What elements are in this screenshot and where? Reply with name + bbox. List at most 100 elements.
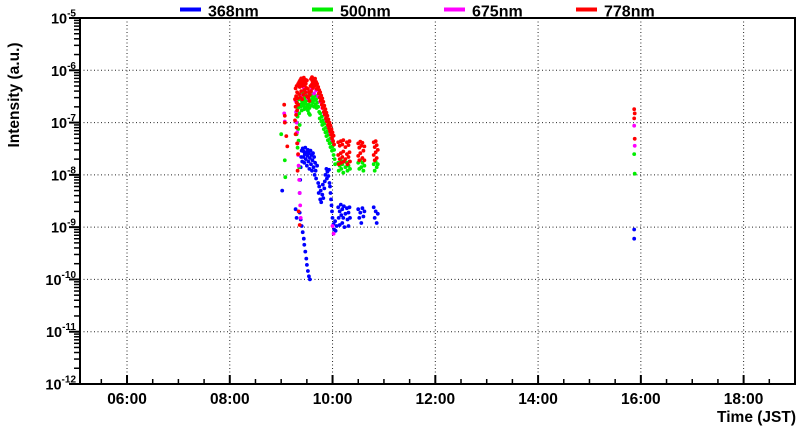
data-point	[327, 167, 331, 172]
data-point	[348, 159, 352, 164]
data-point	[322, 186, 327, 191]
data-point	[327, 181, 332, 185]
data-point	[314, 176, 318, 181]
data-point	[305, 163, 309, 168]
data-point	[632, 236, 637, 241]
data-point	[323, 107, 328, 112]
data-point	[333, 219, 337, 224]
data-point	[333, 228, 338, 233]
data-point	[328, 184, 332, 189]
data-point	[632, 116, 637, 121]
data-point	[331, 139, 335, 144]
data-point	[339, 167, 344, 171]
data-point	[346, 155, 351, 159]
data-point	[313, 76, 317, 81]
data-point	[321, 118, 326, 123]
legend-marker-675nm	[444, 7, 465, 12]
data-point	[337, 223, 342, 227]
data-point	[295, 145, 300, 150]
data-point	[283, 175, 288, 180]
legend-label-778nm: 778nm	[604, 4, 655, 21]
data-point	[330, 130, 335, 135]
data-point	[632, 123, 637, 128]
data-point	[298, 216, 303, 220]
data-point	[294, 113, 298, 117]
x-tick-labels: 06:00 08:00 10:00 12:00 14:00 16:00 18:00	[107, 391, 763, 408]
data-point	[322, 103, 327, 108]
data-point	[337, 209, 342, 214]
legend-label-675nm: 675nm	[472, 4, 523, 21]
data-point	[356, 207, 361, 212]
data-point	[308, 156, 312, 160]
data-point	[342, 225, 347, 230]
data-point	[293, 118, 297, 123]
data-point	[308, 113, 312, 117]
data-point	[347, 205, 352, 210]
data-point	[329, 127, 334, 131]
data-point	[297, 111, 302, 116]
data-point	[305, 78, 309, 83]
data-point	[358, 151, 363, 156]
legend: 368nm 500nm 675nm 778nm	[180, 4, 655, 21]
data-point	[297, 223, 302, 227]
data-point	[375, 148, 380, 152]
data-point	[375, 211, 380, 216]
y-tick-label: 10-8	[51, 165, 76, 184]
data-point	[297, 123, 302, 127]
data-point	[334, 224, 339, 228]
data-point	[332, 142, 336, 147]
data-point	[282, 113, 287, 118]
data-point	[330, 209, 334, 214]
data-point	[372, 168, 377, 173]
data-point	[296, 102, 300, 107]
data-point	[296, 152, 300, 157]
data-point	[340, 221, 345, 225]
y-tick-label: 10-7	[51, 113, 76, 132]
data-point	[282, 102, 287, 107]
data-point	[304, 256, 309, 261]
series-368nm-points	[280, 145, 637, 282]
data-point	[632, 107, 637, 112]
data-point	[338, 202, 343, 207]
data-point	[329, 197, 333, 202]
data-point	[297, 92, 302, 96]
legend-marker-778nm	[576, 7, 597, 12]
data-point	[346, 210, 351, 215]
legend-item-500nm: 500nm	[312, 4, 391, 21]
series-500nm-points	[279, 90, 637, 180]
x-tick-label: 06:00	[107, 391, 147, 408]
data-point	[299, 89, 304, 93]
data-point	[311, 151, 315, 156]
data-point	[331, 133, 336, 138]
y-tick-label: 10-12	[45, 375, 76, 394]
data-point	[310, 168, 314, 173]
axis-ticks	[69, 17, 796, 385]
data-point	[316, 104, 321, 109]
data-point	[325, 113, 330, 118]
data-point	[294, 125, 299, 130]
legend-item-675nm: 675nm	[444, 4, 523, 21]
data-point	[310, 158, 315, 163]
data-point	[301, 155, 306, 159]
data-point	[313, 160, 317, 165]
data-point	[337, 157, 342, 162]
data-point	[374, 221, 379, 225]
data-point	[340, 142, 345, 147]
data-point	[313, 168, 318, 173]
data-point	[347, 139, 352, 144]
data-point	[301, 236, 306, 241]
data-point	[319, 93, 324, 98]
data-point	[328, 123, 333, 128]
data-point	[282, 158, 287, 163]
data-point	[346, 224, 351, 228]
data-point	[362, 163, 367, 168]
x-axis-title: Time (JST)	[717, 409, 796, 426]
data-point	[331, 153, 336, 157]
data-point	[285, 144, 290, 149]
data-point	[322, 179, 327, 184]
data-point	[340, 207, 345, 212]
legend-marker-368nm	[180, 7, 201, 12]
data-point	[314, 97, 318, 102]
data-point	[297, 178, 302, 182]
